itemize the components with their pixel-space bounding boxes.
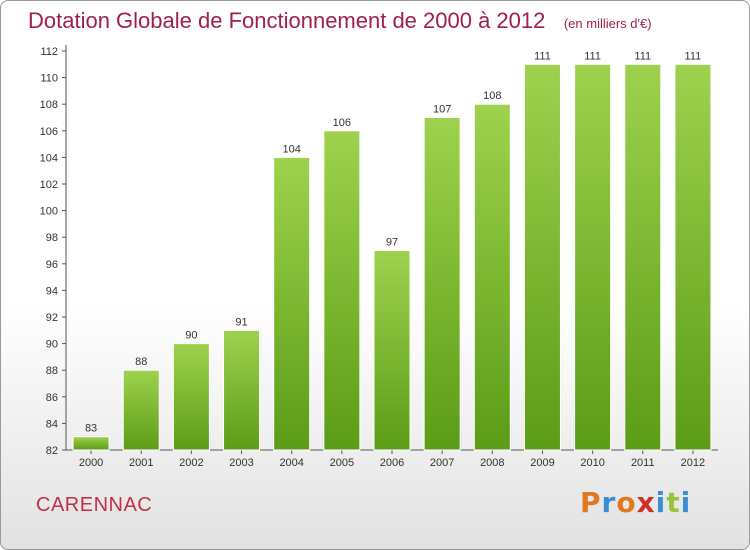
y-tick-label: 90 (46, 339, 58, 351)
logo-letter: o (616, 486, 637, 519)
y-tick-label: 86 (46, 392, 58, 404)
bar-2004 (273, 156, 311, 451)
chart-title: Dotation Globale de Fonctionnement de 20… (28, 8, 546, 33)
data-label-2011: 111 (634, 50, 651, 62)
data-label-2004: 104 (283, 143, 301, 155)
proxiti-logo[interactable]: Proxiti (580, 486, 691, 519)
y-tick-label: 100 (40, 206, 58, 218)
y-tick-label: 94 (46, 285, 58, 297)
y-tick-label: 88 (46, 365, 58, 377)
bar-2002 (172, 343, 210, 451)
x-axis: 2000 2001 2002 2003 2004 2005 2006 2007 2008 2009… (66, 449, 718, 469)
y-tick-label: 106 (40, 126, 58, 138)
y-tick-label: 96 (46, 259, 58, 271)
logo-letter: i (655, 486, 667, 519)
x-tick-label: 2010 (580, 457, 604, 469)
x-tick-label: 2000 (79, 457, 103, 469)
bar-2001 (122, 369, 160, 451)
x-tick-label: 2004 (279, 457, 303, 469)
bar-2011 (624, 63, 662, 451)
logo-letter: r (601, 486, 617, 519)
logo-letter: x (636, 486, 656, 519)
logo-letter: P (580, 486, 602, 519)
bar-2010 (574, 63, 612, 451)
y-tick-label: 102 (40, 179, 58, 191)
y-tick-label: 104 (40, 152, 58, 164)
data-label-2001: 88 (135, 356, 147, 368)
data-label-2007: 107 (433, 104, 451, 116)
x-tick-label: 2009 (530, 457, 554, 469)
data-label-2006: 97 (386, 237, 398, 249)
y-tick-label: 84 (46, 418, 58, 430)
y-tick-label: 82 (46, 445, 58, 457)
bar-2009 (523, 63, 561, 451)
y-tick-label: 108 (40, 99, 58, 111)
bar-2012 (674, 63, 712, 451)
bar-2005 (323, 130, 361, 451)
chart-subtitle: (en milliers d'€) (563, 16, 652, 31)
x-tick-label: 2008 (480, 457, 504, 469)
data-label-2002: 90 (185, 330, 197, 342)
data-label-2008: 108 (483, 90, 501, 102)
x-tick-label: 2006 (380, 457, 404, 469)
bar-2006 (373, 250, 411, 451)
bar-2008 (473, 103, 511, 451)
x-tick-label: 2011 (631, 457, 655, 469)
x-tick-label: 2003 (229, 457, 253, 469)
bars: 83 88 90 91 104 106 97 107 108 111 111 111 111 (72, 50, 712, 451)
logo-letter: i (680, 486, 692, 519)
commune-name: CARENNAC (36, 494, 153, 516)
y-axis: 82 84 86 88 90 92 94 96 98 100 102 104 106 108 110 112 (40, 45, 67, 457)
x-tick-label: 2007 (430, 457, 454, 469)
data-label-2000: 83 (85, 423, 97, 435)
data-label-2003: 91 (235, 316, 247, 328)
data-label-2005: 106 (333, 117, 351, 129)
y-tick-label: 112 (40, 46, 58, 58)
data-label-2010: 111 (584, 50, 601, 62)
x-tick-label: 2005 (330, 457, 354, 469)
y-tick-label: 92 (46, 312, 58, 324)
x-tick-label: 2002 (179, 457, 203, 469)
data-label-2012: 111 (685, 50, 702, 62)
data-label-2009: 111 (534, 50, 551, 62)
chart-header: Dotation Globale de Fonctionnement de 20… (28, 8, 652, 34)
y-tick-label: 110 (40, 73, 58, 85)
logo-letter: t (666, 486, 681, 519)
x-tick-label: 2012 (681, 457, 705, 469)
bar-2003 (223, 329, 261, 451)
bar-2000 (72, 436, 110, 451)
x-tick-label: 2001 (129, 457, 153, 469)
bar-2007 (423, 117, 461, 451)
y-tick-label: 98 (46, 232, 58, 244)
